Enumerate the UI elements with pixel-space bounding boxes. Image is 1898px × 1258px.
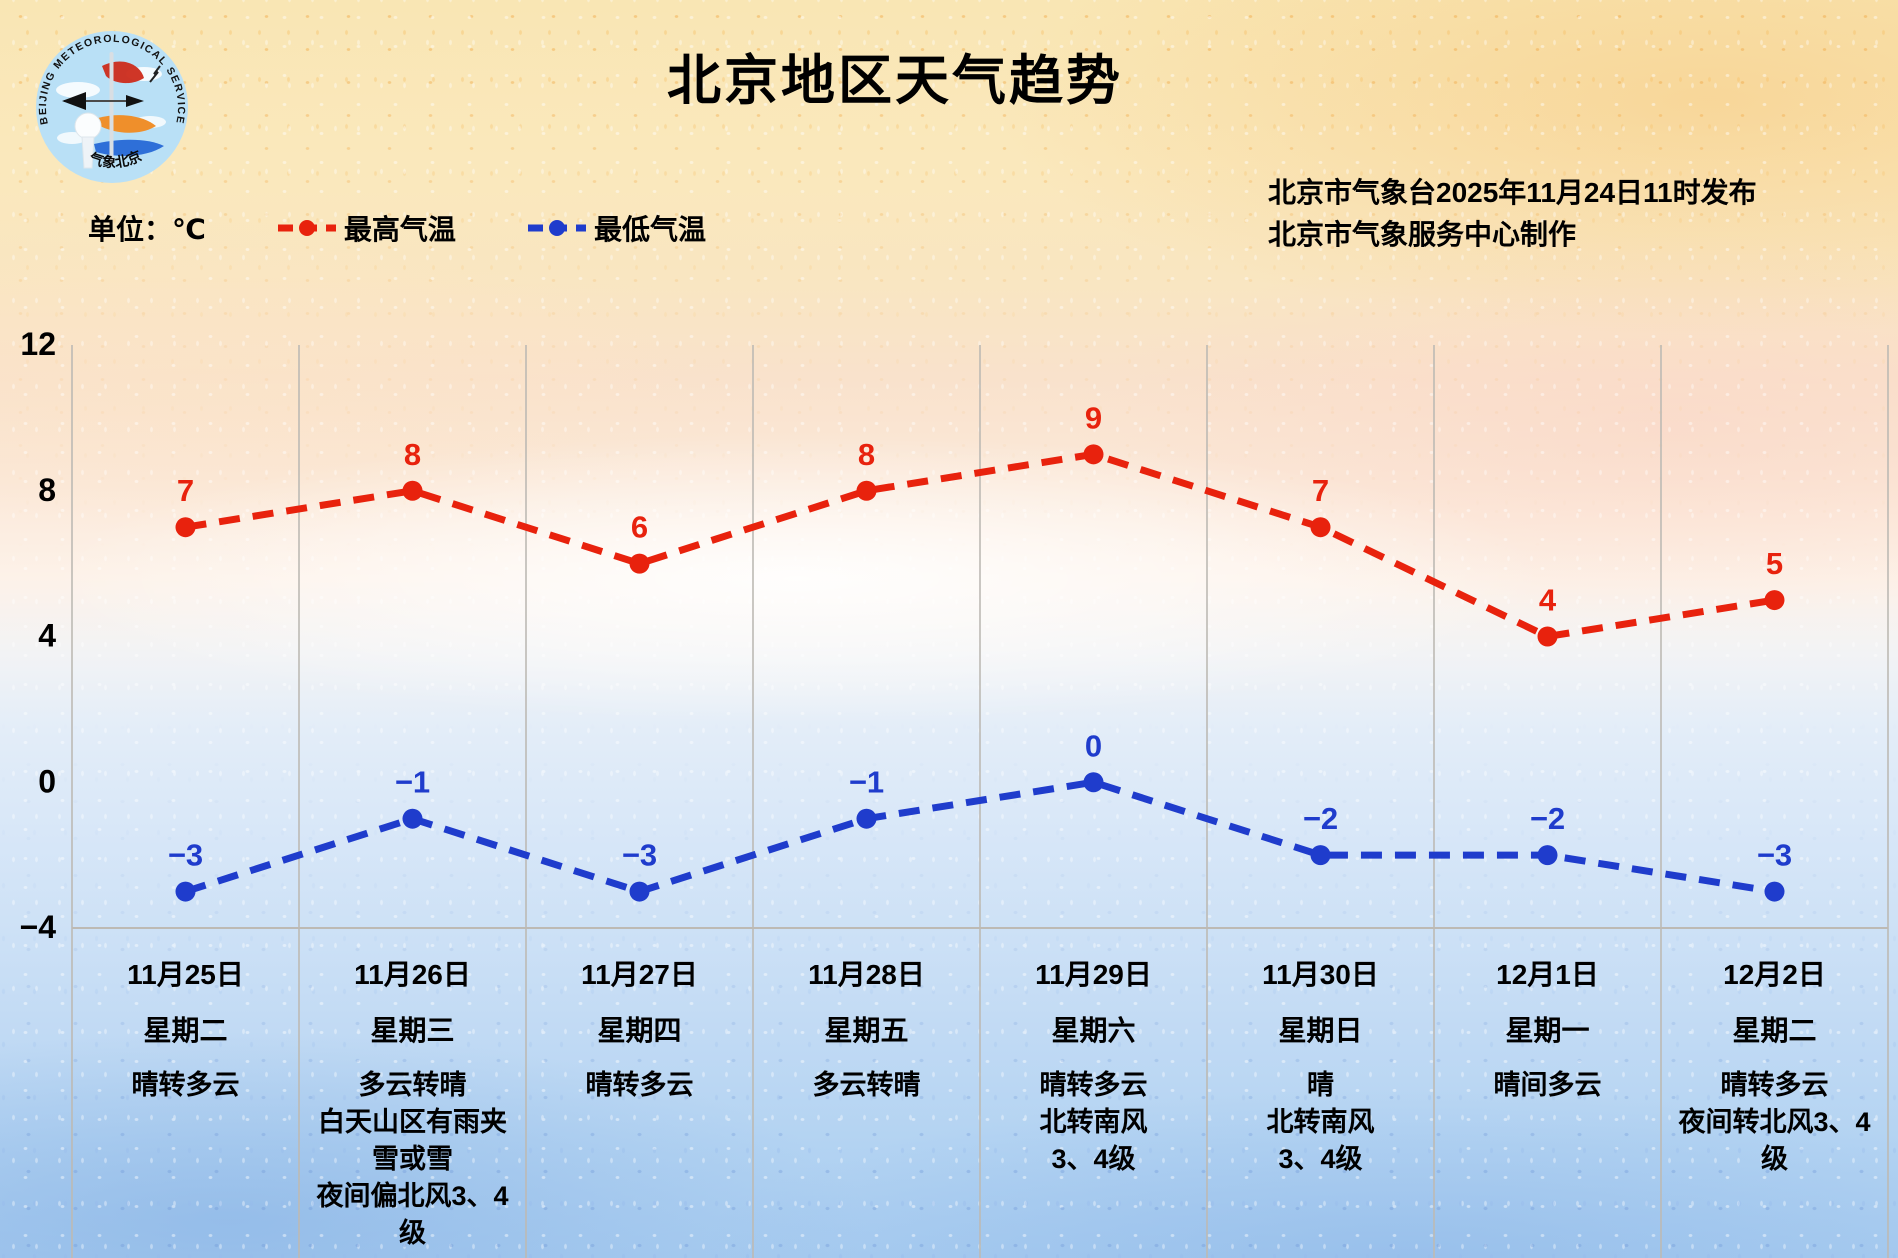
svg-text:气象北京: 气象北京 — [87, 148, 144, 171]
high-temp-point — [856, 480, 877, 501]
high-temp-value-label: 9 — [1085, 400, 1102, 435]
legend-item-low: 最低气温 — [527, 208, 706, 248]
low-temp-point — [1764, 881, 1785, 902]
low-temp-value-label: −2 — [1530, 801, 1565, 836]
low-temp-line-icon — [527, 220, 586, 236]
high-temp-value-label: 6 — [631, 510, 648, 545]
high-temp-point — [1764, 590, 1785, 611]
low-temp-line — [184, 778, 1776, 896]
high-temp-value-label: 4 — [1539, 583, 1557, 618]
high-temp-value-label: 8 — [404, 437, 421, 472]
high-temp-point — [175, 517, 196, 538]
high-temp-point — [1310, 517, 1331, 538]
unit-label: 单位：℃ — [88, 214, 206, 245]
logo-radar-tower — [81, 136, 95, 169]
y-axis-tick-label: 8 — [38, 472, 56, 508]
high-temp-point — [402, 480, 423, 501]
high-temp-point — [629, 553, 650, 574]
high-temp-value-label: 7 — [1312, 473, 1329, 508]
legend-low-label: 最低气温 — [593, 214, 706, 245]
low-temp-value-label: −1 — [849, 765, 884, 800]
low-temp-point — [402, 808, 423, 829]
low-temp-point — [1083, 772, 1104, 793]
producer-line: 北京市气象服务中心制作 — [1268, 219, 1577, 250]
page-title: 北京地区天气趋势 — [667, 51, 1123, 111]
low-temp-point — [629, 881, 650, 902]
low-temp-value-label: 0 — [1085, 728, 1102, 763]
low-temp-point — [856, 808, 877, 829]
high-temp-point — [1537, 626, 1558, 647]
logo-radar-dome — [74, 112, 102, 140]
low-temp-value-label: −1 — [395, 765, 430, 800]
high-temp-value-label: 8 — [858, 437, 875, 472]
high-temp-value-label: 5 — [1766, 546, 1783, 581]
y-axis-tick-label: 4 — [38, 618, 56, 654]
logo-bottom-text: 气象北京 — [87, 148, 144, 171]
low-temp-value-label: −2 — [1303, 801, 1338, 836]
y-axis-tick-label: 0 — [38, 763, 56, 799]
logo-lightning — [149, 65, 161, 83]
high-temp-point — [1083, 444, 1104, 465]
high-temp-value-label: 7 — [177, 473, 194, 508]
low-temp-point — [1537, 845, 1558, 866]
legend-high-label: 最高气温 — [343, 214, 456, 245]
issue-info: 北京市气象台2025年11月24日11时发布 北京市气象服务中心制作 — [1268, 172, 1757, 256]
issue-line: 北京市气象台2025年11月24日11时发布 — [1268, 177, 1757, 208]
low-temp-value-label: −3 — [622, 838, 657, 873]
legend: 单位：℃ 最高气温 最低气温 — [88, 208, 706, 248]
high-temp-line-icon — [277, 220, 336, 236]
y-axis-tick-label: −4 — [20, 909, 57, 945]
logo-wind-vane-arrow — [62, 92, 86, 110]
low-temp-point — [175, 881, 196, 902]
legend-item-high: 最高气温 — [277, 208, 456, 248]
low-temp-value-label: −3 — [168, 838, 203, 873]
beijing-meteorological-service-logo: BEIJING METEOROLOGICAL SERVICE 气象北京 — [36, 31, 188, 183]
low-temp-point — [1310, 845, 1331, 866]
logo-pole — [109, 52, 114, 164]
low-temp-value-label: −3 — [1757, 838, 1792, 873]
high-temp-line — [184, 450, 1776, 641]
y-axis-tick-label: 12 — [20, 326, 56, 362]
